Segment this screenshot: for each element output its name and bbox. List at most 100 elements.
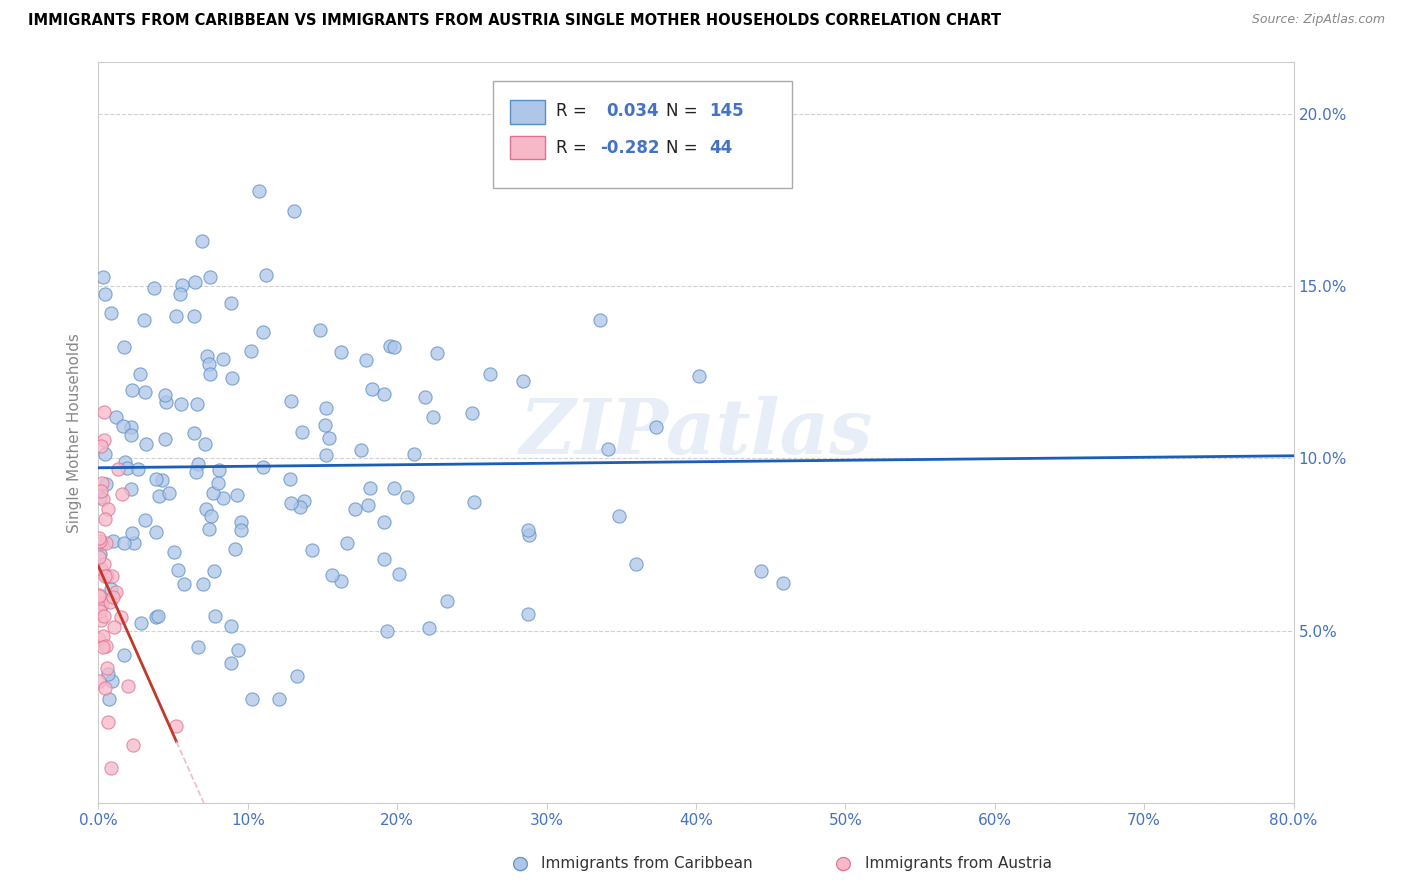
Point — [204, 609, 226, 624]
Point — [89, 595, 111, 609]
Point — [91, 535, 114, 549]
Point — [101, 534, 124, 549]
Point — [117, 679, 139, 693]
Point — [93, 569, 115, 583]
Point — [288, 500, 311, 515]
Point — [120, 428, 142, 442]
Point — [749, 564, 772, 578]
Point — [195, 349, 218, 363]
Point — [388, 566, 411, 581]
Point — [207, 475, 229, 490]
Point — [94, 512, 117, 526]
Point — [157, 486, 180, 500]
Point — [89, 531, 111, 545]
Text: Source: ZipAtlas.com: Source: ZipAtlas.com — [1251, 13, 1385, 27]
Point — [195, 502, 218, 516]
Point — [240, 692, 263, 706]
Point — [111, 419, 134, 434]
Point — [301, 543, 323, 558]
Text: 0.034: 0.034 — [606, 103, 659, 120]
Point — [321, 568, 343, 582]
Point — [197, 523, 219, 537]
Point — [598, 442, 620, 457]
Point — [93, 286, 115, 301]
Point — [120, 482, 142, 496]
Point — [357, 498, 380, 512]
Point — [91, 640, 114, 655]
Point — [212, 351, 235, 366]
Point — [94, 639, 117, 653]
Point — [166, 719, 188, 733]
Text: -0.282: -0.282 — [600, 138, 659, 157]
Text: Immigrants from Caribbean: Immigrants from Caribbean — [541, 856, 754, 871]
Text: ○: ○ — [512, 854, 529, 873]
Point — [153, 432, 176, 446]
Point — [329, 574, 352, 589]
Point — [121, 526, 143, 541]
Point — [163, 545, 186, 559]
Point — [512, 374, 534, 388]
Point — [183, 275, 205, 289]
Point — [101, 591, 124, 605]
Text: N =: N = — [666, 103, 697, 120]
FancyBboxPatch shape — [509, 100, 546, 124]
Point — [155, 395, 177, 409]
Point — [198, 358, 221, 372]
Point — [382, 481, 405, 495]
Point — [360, 382, 382, 396]
Point — [97, 502, 120, 516]
Point — [100, 569, 122, 583]
Point — [688, 368, 710, 383]
Point — [219, 295, 242, 310]
Point — [145, 524, 167, 539]
Point — [112, 339, 135, 353]
Point — [127, 462, 149, 476]
Point — [132, 313, 155, 327]
Point — [112, 648, 135, 662]
Point — [219, 619, 242, 633]
Point — [198, 270, 221, 285]
Point — [461, 406, 484, 420]
Point — [343, 502, 366, 516]
Point — [194, 437, 217, 451]
Point — [173, 577, 195, 591]
Point — [202, 485, 225, 500]
Point — [315, 401, 337, 416]
Point — [373, 551, 395, 566]
Point — [93, 558, 115, 572]
Point — [122, 738, 145, 752]
Point — [134, 513, 156, 527]
Point — [229, 516, 252, 530]
Point — [104, 585, 127, 599]
Point — [422, 410, 444, 425]
Point — [89, 490, 111, 504]
Point — [359, 481, 381, 495]
Point — [97, 714, 120, 729]
Point — [166, 310, 188, 324]
Point — [373, 386, 395, 401]
Point — [135, 436, 157, 450]
Point — [200, 508, 222, 523]
Point — [104, 409, 127, 424]
Point — [382, 340, 405, 354]
Point — [90, 439, 112, 453]
Point — [280, 394, 302, 409]
Text: ●: ● — [835, 854, 852, 873]
Point — [285, 669, 308, 683]
Text: ○: ○ — [835, 854, 852, 873]
Text: N =: N = — [666, 138, 697, 157]
Point — [772, 575, 794, 590]
Point — [100, 582, 122, 596]
Point — [93, 608, 115, 623]
Point — [252, 459, 274, 474]
Point — [112, 536, 135, 550]
Point — [153, 388, 176, 402]
Text: ZIPatlas: ZIPatlas — [519, 396, 873, 469]
Point — [463, 494, 485, 508]
Text: R =: R = — [557, 103, 586, 120]
Point — [145, 472, 167, 486]
Point — [89, 547, 111, 561]
Point — [198, 367, 221, 381]
Point — [97, 692, 120, 706]
Point — [396, 490, 419, 504]
